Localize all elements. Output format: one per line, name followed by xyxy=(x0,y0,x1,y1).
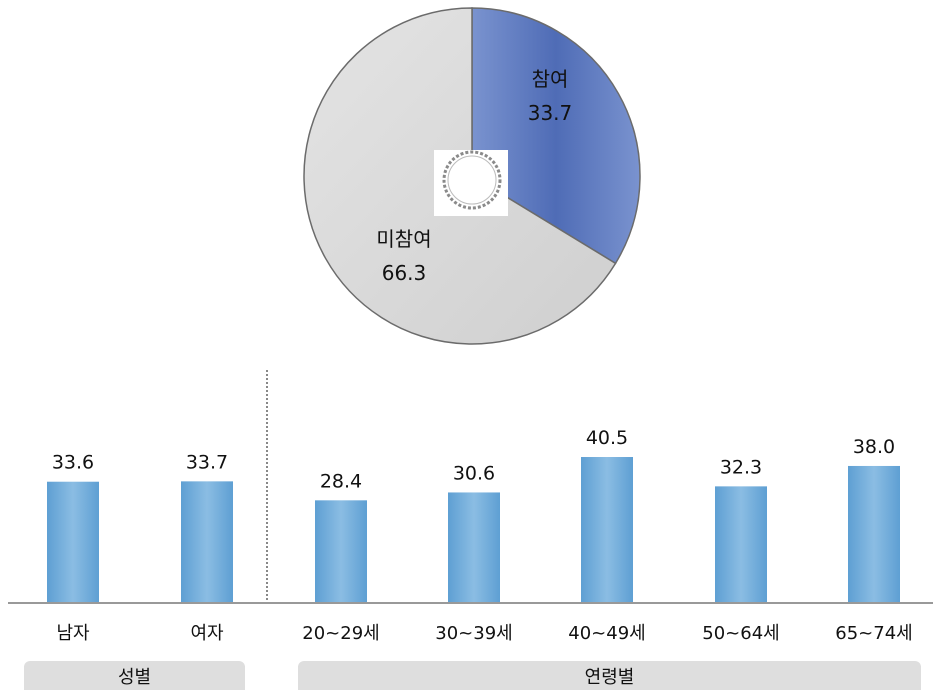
x-tick-label: 30~39세 xyxy=(435,623,512,644)
pie-center-circle xyxy=(447,155,497,205)
x-tick-label: 남자 xyxy=(56,623,90,644)
bar xyxy=(448,492,500,602)
bar-value-label: 28.4 xyxy=(320,470,362,492)
bar-chart: 33.6 남자 33.7 여자 28.4 20~29세 30.6 30~39세 40.5 40~4… xyxy=(47,427,913,644)
bar xyxy=(848,465,900,602)
bar-value-label: 40.5 xyxy=(586,427,628,449)
x-tick-label: 20~29세 xyxy=(302,623,379,644)
x-tick-label: 40~49세 xyxy=(568,623,645,644)
x-tick-label: 50~64세 xyxy=(702,623,779,644)
bar-value-label: 33.6 xyxy=(52,452,94,474)
bar xyxy=(581,457,633,602)
group-label-age-text: 연령별 xyxy=(584,666,635,688)
bar-value-label: 38.0 xyxy=(853,436,895,458)
pie-slice-value: 66.3 xyxy=(382,261,427,285)
bar-value-label: 30.6 xyxy=(453,462,495,484)
x-tick-label: 65~74세 xyxy=(835,623,912,644)
group-label-age: 연령별 xyxy=(298,661,921,690)
bar xyxy=(47,481,99,602)
bar xyxy=(715,486,767,602)
bar xyxy=(181,481,233,602)
pie-slice-label: 미참여 xyxy=(376,227,431,251)
bar-value-label: 33.7 xyxy=(186,451,228,473)
group-label-gender: 성별 xyxy=(24,661,245,690)
x-tick-label: 여자 xyxy=(190,623,224,644)
pie-slice-value: 33.7 xyxy=(528,101,573,125)
pie-chart: 참여 33.7 미참여 66.3 xyxy=(303,7,641,345)
bar-value-label: 32.3 xyxy=(720,456,762,478)
pie-slice-label: 참여 xyxy=(532,67,569,91)
group-label-gender-text: 성별 xyxy=(117,666,152,688)
bar xyxy=(315,500,367,602)
pie-slice xyxy=(471,7,641,265)
